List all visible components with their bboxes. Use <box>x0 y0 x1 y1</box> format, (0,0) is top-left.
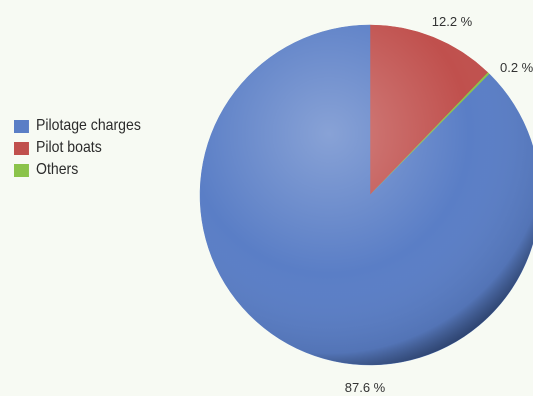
slice-label-pilotage-charges: 87.6 % <box>345 380 386 395</box>
slice-label-others: 0.2 % <box>500 60 533 75</box>
legend-item-pilot-boats: Pilot boats <box>14 137 141 159</box>
legend-label-pilot-boats: Pilot boats <box>36 139 102 156</box>
legend-label-pilotage-charges: Pilotage charges <box>36 117 141 134</box>
legend-label-others: Others <box>36 161 79 178</box>
legend-item-others: Others <box>14 159 141 181</box>
legend-swatch-pilot-boats <box>14 141 29 155</box>
legend-swatch-others <box>14 163 29 177</box>
legend-item-pilotage-charges: Pilotage charges <box>14 115 141 137</box>
slice-label-pilot-boats: 12.2 % <box>432 14 473 29</box>
legend-swatch-pilotage-charges <box>14 119 29 133</box>
chart-legend: Pilotage charges Pilot boats Others <box>14 115 158 181</box>
